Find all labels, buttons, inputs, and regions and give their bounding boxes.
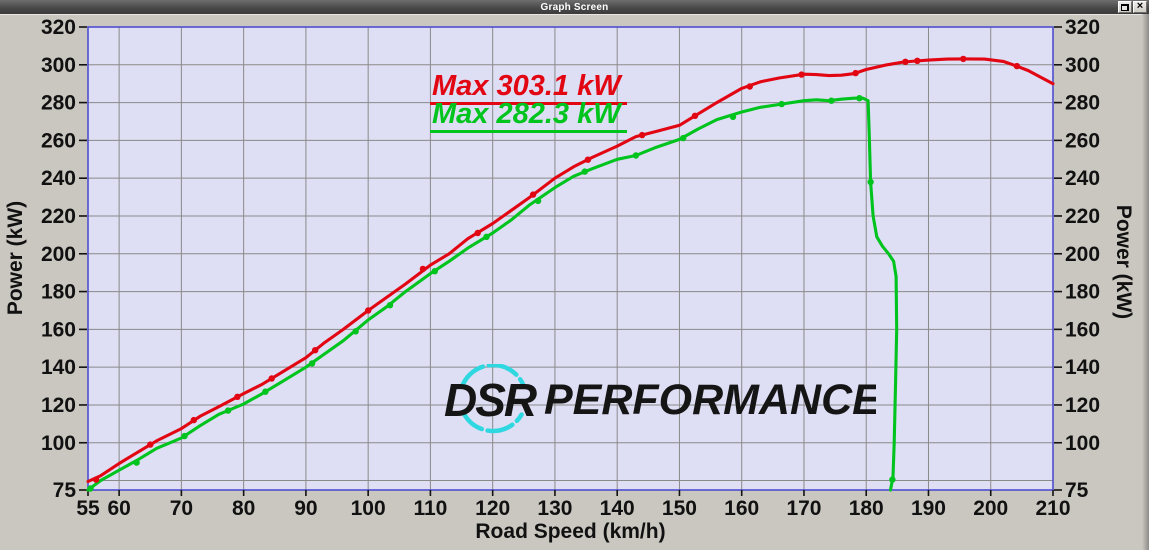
- red-power-curve: [86, 55, 1055, 484]
- svg-text:320: 320: [1065, 16, 1100, 39]
- svg-text:100: 100: [1065, 432, 1100, 455]
- restore-icon: [1121, 3, 1129, 11]
- svg-text:220: 220: [41, 205, 76, 228]
- svg-text:190: 190: [911, 497, 946, 520]
- svg-text:120: 120: [1065, 394, 1100, 417]
- svg-text:100: 100: [351, 497, 386, 520]
- logo-text-performance: PERFORMANCE: [544, 376, 876, 424]
- svg-text:80: 80: [232, 497, 255, 520]
- svg-text:180: 180: [41, 281, 76, 304]
- svg-text:170: 170: [786, 497, 821, 520]
- svg-text:200: 200: [41, 243, 76, 266]
- svg-text:320: 320: [41, 16, 76, 39]
- svg-text:240: 240: [1065, 167, 1100, 190]
- svg-text:280: 280: [1065, 92, 1100, 115]
- svg-text:260: 260: [1065, 129, 1100, 152]
- logo-text-dsr: DSR: [444, 374, 537, 426]
- svg-text:75: 75: [1065, 479, 1089, 502]
- axis-ticks: [79, 26, 1062, 496]
- close-icon: ×: [1136, 0, 1144, 12]
- svg-text:70: 70: [170, 497, 193, 520]
- max-power-label-green: Max 282.3 kW: [430, 100, 627, 133]
- svg-text:120: 120: [475, 497, 510, 520]
- axis-titles: Power (kW) Power (kW) Road Speed (km/h): [4, 201, 1135, 543]
- svg-text:90: 90: [294, 497, 317, 520]
- svg-text:280: 280: [41, 92, 76, 115]
- svg-text:140: 140: [600, 497, 635, 520]
- green-power-curve: [86, 95, 899, 492]
- svg-text:220: 220: [1065, 205, 1100, 228]
- svg-text:140: 140: [1065, 356, 1100, 379]
- svg-text:100: 100: [41, 432, 76, 455]
- svg-text:150: 150: [662, 497, 697, 520]
- tick-labels: 55 60 70 80 90 100 110 120 130 140 150 160 170 180 190…: [41, 16, 1100, 520]
- svg-text:75: 75: [53, 479, 77, 502]
- svg-text:55: 55: [76, 497, 100, 520]
- svg-text:180: 180: [1065, 281, 1100, 304]
- title-bar[interactable]: Graph Screen ×: [0, 0, 1149, 15]
- svg-text:160: 160: [724, 497, 759, 520]
- svg-text:180: 180: [849, 497, 884, 520]
- max-power-label-red: Max 303.1 kW: [430, 72, 627, 105]
- svg-text:200: 200: [973, 497, 1008, 520]
- svg-text:300: 300: [1065, 54, 1100, 77]
- svg-text:240: 240: [41, 167, 76, 190]
- logo-arc-bottom: [460, 409, 524, 434]
- svg-text:210: 210: [1035, 497, 1070, 520]
- svg-text:200: 200: [1065, 243, 1100, 266]
- y-axis-title-left: Power (kW): [4, 201, 27, 315]
- dsr-performance-logo: DSR PERFORMANCE: [436, 362, 882, 444]
- svg-text:140: 140: [41, 356, 76, 379]
- window-right-edge: [1142, 14, 1149, 550]
- svg-text:160: 160: [41, 318, 76, 341]
- svg-text:130: 130: [537, 497, 572, 520]
- window-title: Graph Screen: [540, 1, 609, 13]
- svg-text:160: 160: [1065, 318, 1100, 341]
- y-axis-title-right: Power (kW): [1112, 205, 1135, 319]
- svg-text:120: 120: [41, 394, 76, 417]
- svg-text:300: 300: [41, 54, 76, 77]
- close-button[interactable]: ×: [1133, 0, 1147, 13]
- plot-border: [87, 26, 1054, 491]
- restore-button[interactable]: [1118, 1, 1132, 13]
- x-axis-title: Road Speed (km/h): [475, 520, 665, 543]
- svg-text:110: 110: [413, 497, 447, 520]
- logo-arc-top: [459, 362, 526, 389]
- svg-text:260: 260: [41, 129, 76, 152]
- svg-text:60: 60: [107, 497, 130, 520]
